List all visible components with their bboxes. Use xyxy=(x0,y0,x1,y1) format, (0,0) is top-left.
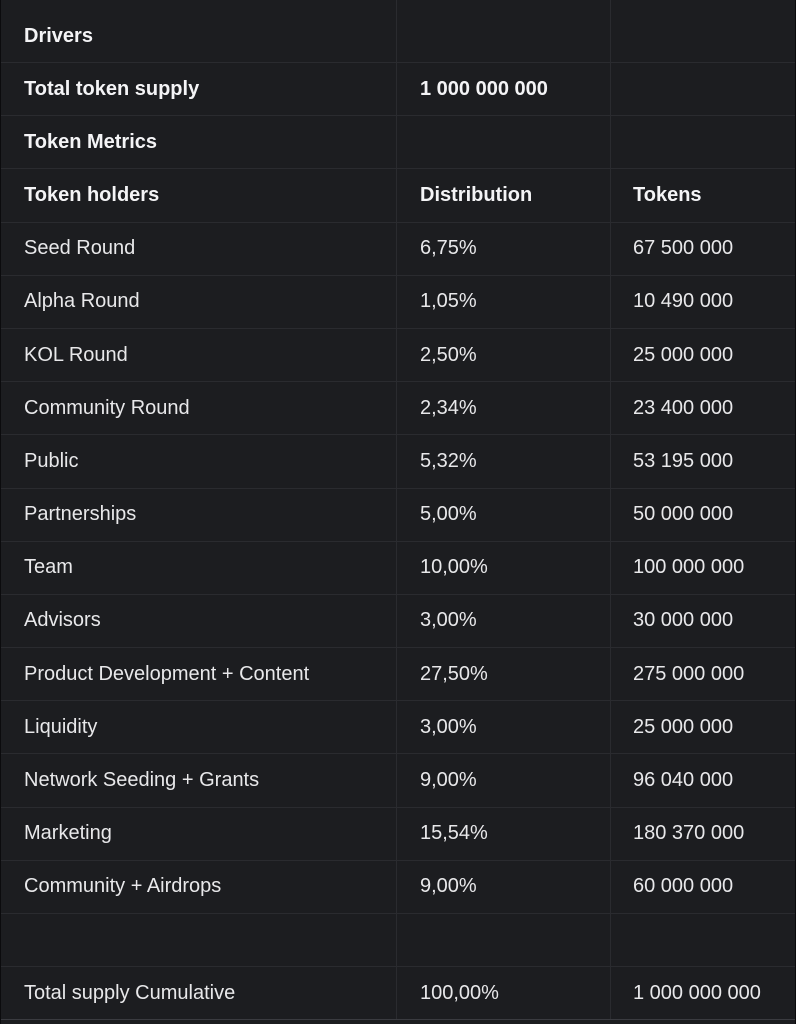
drivers-extra xyxy=(611,0,795,62)
total-supply-label: Total token supply xyxy=(1,63,397,116)
table-row: Liquidity 3,00% 25 000 000 xyxy=(1,701,795,755)
holder-cell: Advisors xyxy=(1,594,397,648)
column-header-holders: Token holders xyxy=(1,169,397,222)
holder-cell: Marketing xyxy=(1,807,397,860)
holder-cell: Community + Airdrops xyxy=(1,860,397,913)
holder-cell: Public xyxy=(1,435,397,488)
tokens-cell: 96 040 000 xyxy=(633,769,734,792)
distribution-cell: 3,00% xyxy=(397,594,611,648)
distribution-cell: 2,34% xyxy=(397,382,611,435)
total-cumulative-distribution: 100,00% xyxy=(397,967,611,1020)
distribution-cell: 5,32% xyxy=(397,435,611,488)
tokens-cell: 275 000 000 xyxy=(633,662,745,685)
token-metrics-value xyxy=(397,116,611,169)
holder-cell: Partnerships xyxy=(1,488,397,541)
tokens-cell: 25 000 000 xyxy=(633,715,734,738)
distribution-cell: 27,50% xyxy=(397,648,611,701)
token-metrics-extra xyxy=(611,116,795,168)
tokens-cell: 10 490 000 xyxy=(633,290,734,313)
total-supply-row: Total token supply 1 000 000 000 xyxy=(1,63,795,117)
tokens-cell: 50 000 000 xyxy=(633,503,734,526)
table-row: Network Seeding + Grants 9,00% 96 040 00… xyxy=(1,754,795,808)
table-row: Public 5,32% 53 195 000 xyxy=(1,435,795,489)
tokens-cell: 67 500 000 xyxy=(633,237,734,260)
table-row: Partnerships 5,00% 50 000 000 xyxy=(1,488,795,542)
distribution-cell: 9,00% xyxy=(397,754,611,807)
distribution-cell xyxy=(397,914,611,967)
distribution-cell: 2,50% xyxy=(397,328,611,382)
column-header-row: Token holders Distribution Tokens xyxy=(1,169,795,223)
distribution-cell: 9,00% xyxy=(397,860,611,913)
holder-cell: Network Seeding + Grants xyxy=(1,754,397,807)
holder-cell: Seed Round xyxy=(1,222,397,275)
table-row: Alpha Round 1,05% 10 490 000 xyxy=(1,275,795,329)
distribution-cell: 5,00% xyxy=(397,488,611,541)
distribution-cell: 10,00% xyxy=(397,541,611,594)
total-supply-extra xyxy=(611,63,795,115)
distribution-cell: 3,00% xyxy=(397,701,611,754)
drivers-row: Drivers xyxy=(1,0,795,63)
table-row: Seed Round 6,75% 67 500 000 xyxy=(1,222,795,276)
tokens-cell: 53 195 000 xyxy=(633,449,734,472)
distribution-cell: 6,75% xyxy=(397,222,611,275)
holder-cell: Product Development + Content xyxy=(1,648,397,701)
tokens-cell xyxy=(611,914,795,966)
table-row: Team 10,00% 100 000 000 xyxy=(1,541,795,595)
tokens-cell: 60 000 000 xyxy=(633,875,734,898)
tokens-cell: 23 400 000 xyxy=(633,396,734,419)
table-row: Community Round 2,34% 23 400 000 xyxy=(1,382,795,436)
holder-cell xyxy=(1,914,397,967)
holder-cell: Community Round xyxy=(1,382,397,435)
token-metrics-row: Token Metrics xyxy=(1,116,795,170)
column-header-distribution: Distribution xyxy=(397,169,611,222)
total-cumulative-label: Total supply Cumulative xyxy=(1,967,397,1020)
tokens-cell: 180 370 000 xyxy=(633,822,745,845)
token-metrics-label: Token Metrics xyxy=(1,116,397,169)
holder-cell: KOL Round xyxy=(1,328,397,382)
drivers-label: Drivers xyxy=(1,0,397,62)
table-row: Community + Airdrops 9,00% 60 000 000 xyxy=(1,860,795,914)
distribution-cell: 1,05% xyxy=(397,275,611,328)
table-row-empty xyxy=(1,914,795,968)
table-row: KOL Round 2,50% 25 000 000 xyxy=(1,328,795,383)
tokens-cell: 25 000 000 xyxy=(633,343,734,366)
table-row: Advisors 3,00% 30 000 000 xyxy=(1,594,795,649)
table-row: Marketing 15,54% 180 370 000 xyxy=(1,807,795,861)
holder-cell: Alpha Round xyxy=(1,275,397,328)
holder-cell: Team xyxy=(1,541,397,594)
tokens-cell: 30 000 000 xyxy=(633,609,734,632)
holder-cell: Liquidity xyxy=(1,701,397,754)
total-cumulative-row: Total supply Cumulative 100,00% 1 000 00… xyxy=(1,967,795,1021)
table-row: Product Development + Content 27,50% 275… xyxy=(1,648,795,702)
distribution-cell: 15,54% xyxy=(397,807,611,860)
tokens-cell: 100 000 000 xyxy=(633,556,745,579)
drivers-value xyxy=(397,0,611,62)
total-supply-value: 1 000 000 000 xyxy=(397,63,611,116)
total-cumulative-tokens: 1 000 000 000 xyxy=(633,981,761,1004)
column-header-tokens: Tokens xyxy=(633,183,702,206)
